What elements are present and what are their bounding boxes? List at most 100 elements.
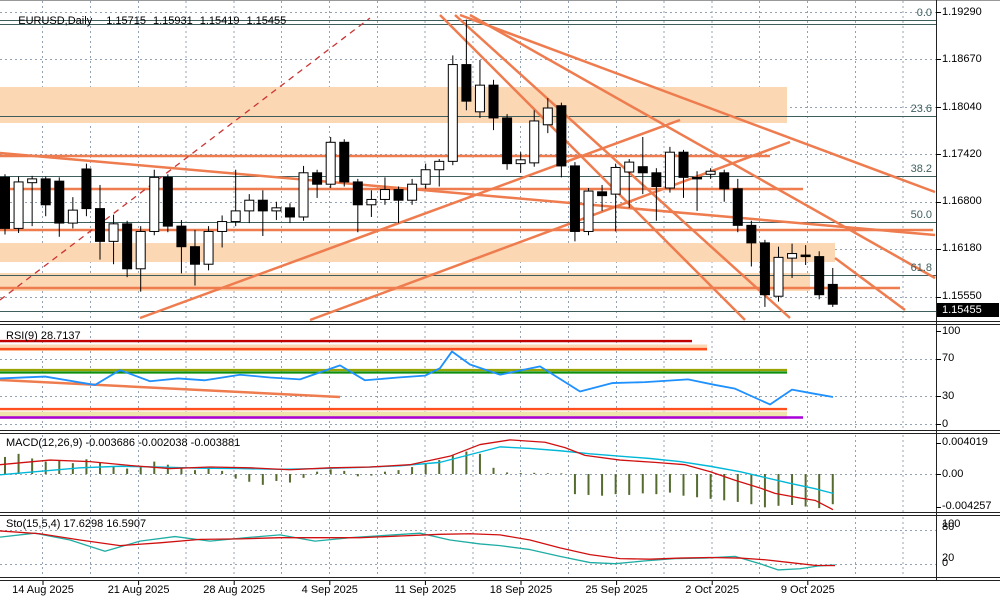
current-price-tag: 1.15455 (937, 303, 999, 317)
macd-indicator-label: MACD(12,26,9) -0.003686 -0.002038 -0.003… (6, 437, 241, 449)
borders-layer (0, 0, 1000, 585)
sto-scale-label: 100 (942, 517, 961, 530)
low-value: 1.15419 (199, 15, 240, 27)
candle-body (189, 246, 200, 265)
candle-body (814, 256, 825, 296)
candle-body (379, 189, 390, 200)
rsi-scale-label: 30 (942, 389, 955, 402)
price-axis-label: 1.16800 (942, 195, 982, 208)
candle-body (434, 160, 445, 171)
stochastic-d-line (0, 530, 836, 567)
candle-body (800, 254, 811, 258)
close-value: 1.15455 (246, 15, 287, 27)
candle-body (108, 223, 119, 242)
candle-body (542, 107, 553, 126)
price-axis-label: 1.17420 (942, 147, 982, 160)
rsi-level-band (0, 344, 707, 351)
candle-body (162, 176, 173, 227)
candle-body (230, 210, 241, 223)
candle-body (827, 283, 838, 305)
candle-body (502, 117, 513, 165)
candle-body (67, 209, 78, 224)
supply-demand-zone (0, 86, 787, 124)
candle-body (624, 161, 635, 173)
candle-body (393, 189, 404, 201)
symbol-period-label: EURUSD,Daily (18, 15, 93, 27)
high-value: 1.15931 (152, 15, 193, 27)
candle-body (651, 172, 662, 187)
rsi-trendline (0, 378, 341, 399)
diagonal-trendline (469, 13, 936, 280)
macd-signal-line (0, 439, 834, 511)
candle-body (13, 181, 24, 229)
date-axis-label: 21 Aug 2025 (107, 584, 170, 596)
candles-layer (0, 19, 838, 307)
candle-body (149, 176, 160, 232)
candle-body (352, 181, 363, 206)
rsi-scale-label: 100 (942, 324, 961, 337)
candle-body (54, 180, 65, 224)
date-axis-label: 11 Sep 2025 (394, 584, 457, 596)
candle-body (461, 64, 472, 102)
candle-body (474, 84, 485, 113)
candle-body (407, 183, 418, 201)
date-axis-label: 25 Sep 2025 (585, 584, 648, 596)
candle-body (135, 230, 146, 270)
candle-body (40, 178, 51, 206)
candle-body (244, 199, 255, 212)
open-value: 1.15715 (106, 15, 146, 27)
sto-indicator-label: Sto(15,5,4) 17.6298 16.5907 (6, 518, 147, 530)
diagonal-trendline (0, 151, 936, 237)
price-axis-label: 1.19290 (942, 5, 982, 18)
fibonacci-level-label: 38.2 (910, 162, 932, 175)
supply-demand-zone (0, 243, 762, 263)
candle-body (732, 188, 743, 226)
candle-body (122, 223, 133, 270)
candle-body (773, 256, 784, 297)
candle-body (692, 176, 703, 180)
sto-scale-label: 20 (942, 551, 955, 564)
macd-scale-label: -0.004257 (942, 500, 992, 513)
chart-title: EURUSD,Daily 1.15715 1.15931 1.15419 1.15455 (6, 3, 293, 39)
diagonal-trendline (139, 118, 681, 320)
fibonacci-level-label: 23.6 (910, 103, 932, 115)
sto-scale-label: 0 (942, 556, 949, 569)
rsi-layer (0, 339, 834, 419)
candle-body (529, 120, 540, 164)
candle-body (339, 141, 350, 183)
candle-body (447, 64, 458, 162)
macd-layer (0, 439, 834, 511)
diagonal-trendline (459, 13, 936, 194)
date-axis-label: 18 Sep 2025 (489, 584, 553, 596)
candle-body (284, 207, 295, 218)
fibonacci-level-label: 61.8 (910, 261, 932, 274)
candle-body (610, 166, 621, 195)
candle-body (583, 190, 594, 232)
sto-scale-label: 80 (942, 520, 955, 533)
price-axis-label: 1.18670 (942, 52, 982, 65)
date-axis-label: 28 Aug 2025 (203, 584, 266, 596)
candle-body (515, 159, 526, 165)
fibonacci-level-label: 0.0 (916, 7, 932, 19)
sto-layer (0, 530, 836, 571)
candle-body (678, 151, 689, 178)
candle-body (312, 172, 323, 185)
diagonal-trendline (454, 14, 791, 319)
date-axis-label: 9 Oct 2025 (780, 584, 835, 596)
rsi-scale-label: 70 (942, 352, 955, 365)
candle-body (217, 221, 228, 232)
diagonal-trendline (834, 256, 906, 312)
zones-layer (0, 86, 835, 291)
candle-body (298, 172, 309, 218)
macd-scale-label: 0.004019 (942, 436, 988, 449)
macd-main-line (0, 446, 834, 495)
candle-body (257, 199, 268, 212)
red-dashed-trendline (0, 17, 371, 301)
date-axis-label: 14 Aug 2025 (12, 584, 74, 596)
candle-body (787, 253, 798, 259)
candle-body (759, 242, 770, 296)
price-axis-label: 1.16180 (942, 242, 982, 255)
candle-body (0, 176, 10, 229)
